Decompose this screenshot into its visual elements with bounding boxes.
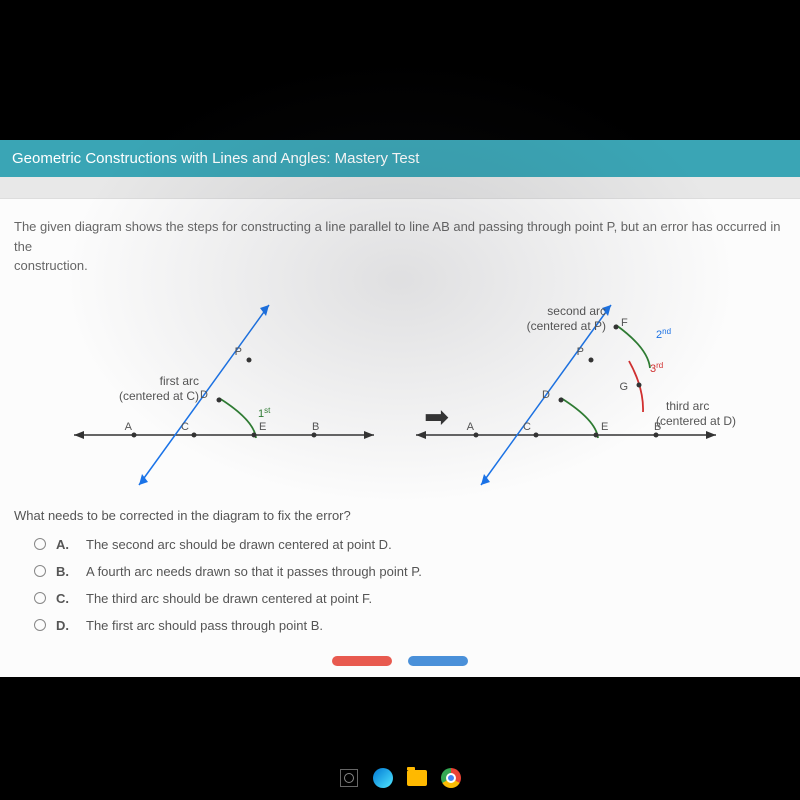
point-d bbox=[217, 397, 222, 402]
option-d[interactable]: D. The first arc should pass through poi… bbox=[34, 618, 786, 633]
point-c bbox=[192, 432, 197, 437]
ordinal-3: 3rd bbox=[650, 361, 663, 375]
taskbar bbox=[0, 762, 800, 794]
radio-icon[interactable] bbox=[34, 565, 46, 577]
arrow-left-icon bbox=[74, 431, 84, 439]
option-letter: B. bbox=[56, 564, 76, 579]
label-f: F bbox=[621, 317, 628, 329]
submit-button[interactable] bbox=[408, 656, 468, 666]
option-a[interactable]: A. The second arc should be drawn center… bbox=[34, 537, 786, 552]
reset-button[interactable] bbox=[332, 656, 392, 666]
page-title: Geometric Constructions with Lines and A… bbox=[12, 150, 419, 167]
point-g bbox=[637, 382, 642, 387]
second-arc bbox=[616, 325, 650, 368]
question-prompt: What needs to be corrected in the diagra… bbox=[14, 508, 786, 523]
third-arc-label-2: (centered at D) bbox=[656, 414, 736, 428]
point-e-r bbox=[594, 432, 599, 437]
arrow-right-icon bbox=[706, 431, 716, 439]
radio-icon[interactable] bbox=[34, 538, 46, 550]
label-e: E bbox=[259, 421, 266, 433]
label-b: B bbox=[312, 421, 319, 433]
point-a-r bbox=[474, 432, 479, 437]
first-arc-label-2: (centered at C) bbox=[119, 389, 199, 403]
file-explorer-icon[interactable] bbox=[406, 767, 428, 789]
option-text: The first arc should pass through point … bbox=[86, 618, 323, 633]
option-b[interactable]: B. A fourth arc needs drawn so that it p… bbox=[34, 564, 786, 579]
page-title-bar: Geometric Constructions with Lines and A… bbox=[0, 140, 800, 177]
option-letter: D. bbox=[56, 618, 76, 633]
option-text: A fourth arc needs drawn so that it pass… bbox=[86, 564, 422, 579]
radio-icon[interactable] bbox=[34, 619, 46, 631]
action-buttons bbox=[14, 645, 786, 667]
option-text: The second arc should be drawn centered … bbox=[86, 537, 392, 552]
label-c-r: C bbox=[523, 421, 531, 433]
option-letter: A. bbox=[56, 537, 76, 552]
question-text: The given diagram shows the steps for co… bbox=[14, 217, 786, 276]
ordinal-1: 1st bbox=[258, 406, 271, 420]
point-b-r bbox=[654, 432, 659, 437]
label-a: A bbox=[125, 421, 133, 433]
label-a-r: A bbox=[467, 421, 475, 433]
point-d-r bbox=[559, 397, 564, 402]
chrome-icon[interactable] bbox=[440, 767, 462, 789]
edge-icon[interactable] bbox=[372, 767, 394, 789]
first-arc-r bbox=[561, 398, 598, 438]
point-e bbox=[252, 432, 257, 437]
first-arc bbox=[219, 398, 256, 438]
ordinal-2: 2nd bbox=[656, 327, 671, 341]
option-c[interactable]: C. The third arc should be drawn centere… bbox=[34, 591, 786, 606]
label-p: P bbox=[235, 346, 242, 358]
second-arc-label-1: second arc bbox=[547, 304, 606, 318]
task-view-icon[interactable] bbox=[338, 767, 360, 789]
label-c: C bbox=[181, 421, 189, 433]
point-p bbox=[247, 357, 252, 362]
point-a bbox=[132, 432, 137, 437]
sub-toolbar bbox=[0, 177, 800, 199]
point-p-r bbox=[589, 357, 594, 362]
option-text: The third arc should be drawn centered a… bbox=[86, 591, 372, 606]
label-g: G bbox=[619, 381, 628, 393]
label-e-r: E bbox=[601, 421, 608, 433]
option-letter: C. bbox=[56, 591, 76, 606]
options-group: A. The second arc should be drawn center… bbox=[14, 537, 786, 633]
point-f bbox=[614, 324, 619, 329]
label-d-r: D bbox=[542, 389, 550, 401]
diagram-right: A C E B D P F G second arc (centered at … bbox=[396, 290, 756, 490]
arrow-right-icon bbox=[364, 431, 374, 439]
label-p-r: P bbox=[577, 346, 584, 358]
diagram-area: A C E B D P first arc (centered at C) 1s… bbox=[14, 290, 786, 490]
diagram-left: A C E B D P first arc (centered at C) 1s… bbox=[54, 290, 414, 490]
radio-icon[interactable] bbox=[34, 592, 46, 604]
app-window: Geometric Constructions with Lines and A… bbox=[0, 140, 800, 677]
content-area: The given diagram shows the steps for co… bbox=[0, 199, 800, 677]
first-arc-label-1: first arc bbox=[160, 374, 199, 388]
point-c-r bbox=[534, 432, 539, 437]
point-b bbox=[312, 432, 317, 437]
arrow-left-icon bbox=[416, 431, 426, 439]
third-arc-label-1: third arc bbox=[666, 399, 709, 413]
second-arc-label-2: (centered at P) bbox=[527, 319, 606, 333]
label-d: D bbox=[200, 389, 208, 401]
